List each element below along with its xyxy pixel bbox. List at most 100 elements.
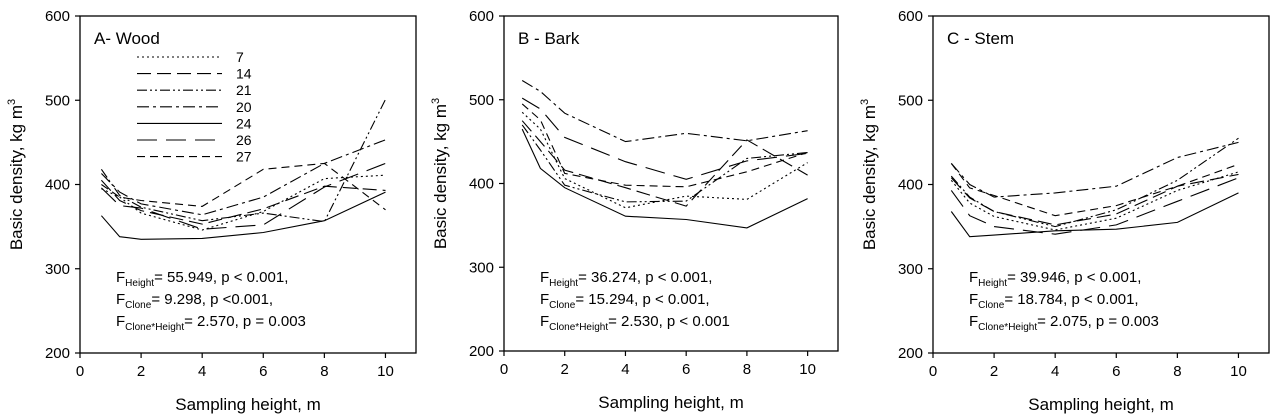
stat-symbol: F xyxy=(116,291,125,308)
stat-subscript: Height xyxy=(978,278,1007,289)
y-axis-label-superscript: 3 xyxy=(430,98,442,104)
x-tick-label: 4 xyxy=(198,363,206,380)
stat-subscript: Height xyxy=(125,278,154,289)
x-tick-label: 0 xyxy=(929,363,937,380)
y-axis-label-superscript: 3 xyxy=(859,99,871,105)
x-tick-label: 6 xyxy=(259,363,267,380)
stat-value: = 9.298, p <0.001, xyxy=(151,291,273,308)
legend-label-7: 7 xyxy=(236,49,244,65)
stat-symbol: F xyxy=(969,313,978,330)
y-tick-label: 600 xyxy=(898,8,923,25)
stat-value: = 18.784, p < 0.001, xyxy=(1004,291,1138,308)
y-axis-label: Basic density, kg m3 xyxy=(6,99,26,250)
series-line-24 xyxy=(521,128,808,229)
series-line-24 xyxy=(950,192,1239,238)
chart-panel-2: 0 2 4 6 8 10 200 300 400 500 600 Sampling height, m… xyxy=(430,8,839,412)
y-tick-label: 300 xyxy=(898,261,923,278)
x-tick-label: 10 xyxy=(799,361,816,378)
stat-value: = 55.949, p < 0.001, xyxy=(154,269,288,286)
panel-title: C - Stem xyxy=(947,29,1014,48)
x-tick-label: 2 xyxy=(990,363,998,380)
stat-line: FHeight= 36.274, p < 0.001, xyxy=(540,269,712,289)
stat-subscript: Clone xyxy=(549,300,576,311)
series-line-20 xyxy=(950,141,1239,198)
legend-label-26: 26 xyxy=(236,132,252,148)
stat-symbol: F xyxy=(969,269,978,286)
stat-value: = 36.274, p < 0.001, xyxy=(578,269,712,286)
stat-subscript: Clone*Height xyxy=(549,322,608,333)
y-axis-label: Basic density, kg m3 xyxy=(859,99,879,250)
stat-subscript: Clone xyxy=(125,300,152,311)
y-axis-label: Basic density, kg m3 xyxy=(430,98,450,249)
legend-label-14: 14 xyxy=(236,66,252,82)
x-tick-label: 10 xyxy=(1230,363,1247,380)
series-line-14 xyxy=(521,120,808,207)
series-line-27 xyxy=(521,103,808,188)
series-line-20 xyxy=(521,80,808,143)
x-tick-label: 8 xyxy=(1173,363,1181,380)
x-tick-label: 2 xyxy=(137,363,145,380)
stat-line: FHeight= 39.946, p < 0.001, xyxy=(969,269,1141,289)
y-axis-label-text: Basic density, kg m xyxy=(7,105,26,250)
stat-subscript: Height xyxy=(549,278,578,289)
stat-value: = 2.530, p < 0.001 xyxy=(608,313,730,330)
x-tick-label: 4 xyxy=(1051,363,1059,380)
y-axis-label-superscript: 3 xyxy=(6,99,18,105)
series-line-14 xyxy=(950,173,1239,226)
series-line-21 xyxy=(950,137,1239,228)
series-line-21 xyxy=(521,124,808,203)
y-tick-label: 400 xyxy=(898,177,923,194)
stat-subscript: Clone*Height xyxy=(978,322,1037,333)
y-tick-label: 200 xyxy=(898,345,923,362)
series-line-21 xyxy=(100,99,386,223)
legend-label-24: 24 xyxy=(236,115,252,131)
series-line-14 xyxy=(100,179,386,225)
stat-value: = 39.946, p < 0.001, xyxy=(1007,269,1141,286)
stat-line: FClone= 15.294, p < 0.001, xyxy=(540,291,710,311)
x-tick-label: 8 xyxy=(743,361,751,378)
x-tick-label: 4 xyxy=(621,361,629,378)
stat-line: FClone*Height= 2.530, p < 0.001 xyxy=(540,313,730,333)
stat-line: FClone*Height= 2.075, p = 0.003 xyxy=(969,313,1159,333)
series-line-24 xyxy=(100,191,386,240)
y-tick-label: 200 xyxy=(45,345,70,362)
stat-symbol: F xyxy=(116,269,125,286)
y-axis-label-text: Basic density, kg m xyxy=(431,104,450,249)
y-tick-label: 500 xyxy=(45,92,70,109)
x-tick-label: 8 xyxy=(320,363,328,380)
stat-symbol: F xyxy=(969,291,978,308)
x-tick-label: 0 xyxy=(76,363,84,380)
chart-panel-3: 0 2 4 6 8 10 200 300 400 500 600 Sampling height, m… xyxy=(859,8,1270,414)
series-line-26 xyxy=(950,177,1239,235)
x-axis-label: Sampling height, m xyxy=(598,393,744,412)
legend-label-21: 21 xyxy=(236,82,252,98)
x-tick-label: 6 xyxy=(682,361,690,378)
stat-value: = 2.570, p = 0.003 xyxy=(184,313,306,330)
stat-symbol: F xyxy=(540,291,549,308)
x-tick-label: 6 xyxy=(1112,363,1120,380)
legend-label-20: 20 xyxy=(236,99,252,115)
stat-symbol: F xyxy=(540,313,549,330)
stat-line: FClone= 18.784, p < 0.001, xyxy=(969,291,1139,311)
stat-symbol: F xyxy=(540,269,549,286)
series-line-26 xyxy=(101,162,386,230)
legend-label-27: 27 xyxy=(236,149,252,165)
y-axis-label-text: Basic density, kg m xyxy=(860,105,879,250)
y-tick-label: 200 xyxy=(469,343,494,360)
y-tick-label: 600 xyxy=(469,8,494,25)
y-tick-label: 600 xyxy=(45,8,70,25)
stat-subscript: Clone xyxy=(978,300,1005,311)
x-axis-label: Sampling height, m xyxy=(175,395,321,414)
stat-value: = 15.294, p < 0.001, xyxy=(575,291,709,308)
series-line-20 xyxy=(101,139,386,216)
series-line-7 xyxy=(950,171,1239,231)
series-line-7 xyxy=(101,174,386,231)
x-tick-label: 10 xyxy=(377,363,394,380)
stat-line: FClone*Height= 2.570, p = 0.003 xyxy=(116,313,306,333)
panel-title: B - Bark xyxy=(518,29,580,48)
y-tick-label: 500 xyxy=(469,92,494,109)
series-line-7 xyxy=(521,111,808,209)
stat-line: FHeight= 55.949, p < 0.001, xyxy=(116,269,288,289)
